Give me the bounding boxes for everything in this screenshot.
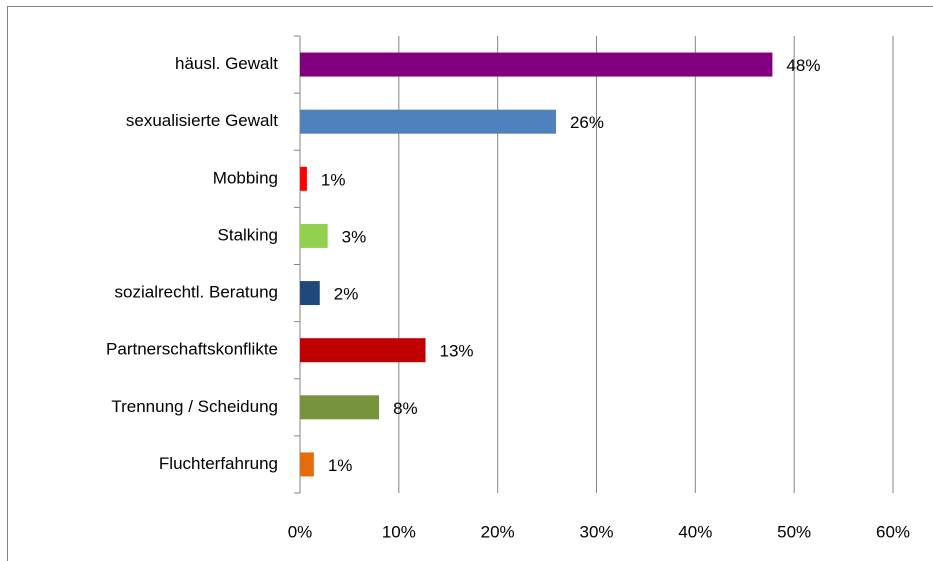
y-tick-label: Fluchterfahrung [159,454,278,473]
data-label: 48% [786,56,820,75]
bar [300,166,307,191]
data-label: 1% [321,170,346,189]
bar [300,223,328,248]
y-tick-label: häusl. Gewalt [175,54,278,73]
x-tick-label: 0% [288,522,313,541]
data-label: 26% [570,113,604,132]
x-tick-label: 60% [876,522,910,541]
bar [300,52,773,77]
y-tick-label: sexualisierte Gewalt [126,111,278,130]
bar [300,338,426,363]
bar [300,452,314,477]
x-tick-label: 50% [777,522,811,541]
y-tick-label: Mobbing [213,168,278,187]
bar [300,281,320,306]
bar [300,109,556,134]
chart-frame [7,6,933,561]
data-label: 2% [334,285,359,304]
x-tick-label: 20% [481,522,515,541]
x-tick-label: 10% [382,522,416,541]
y-tick-label: Partnerschaftskonflikte [106,340,278,359]
x-tick-label: 30% [579,522,613,541]
data-label: 3% [342,227,367,246]
data-label: 13% [440,342,474,361]
data-label: 1% [328,456,353,475]
data-label: 8% [393,399,418,418]
bar [300,395,380,420]
x-tick-label: 40% [678,522,712,541]
y-tick-label: Trennung / Scheidung [111,397,278,416]
y-tick-label: sozialrechtl. Beratung [115,283,278,302]
y-tick-label: Stalking [218,225,278,244]
